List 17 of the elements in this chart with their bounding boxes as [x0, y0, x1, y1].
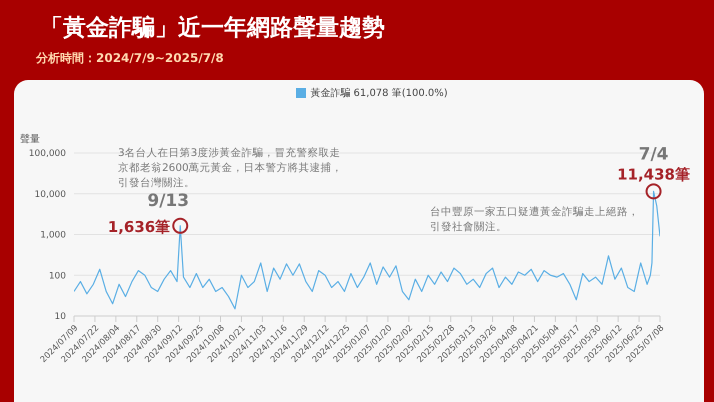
- chart-subtitle: 分析時間：2024/7/9~2025/7/8: [36, 50, 224, 67]
- annotation: 台中豐原一家五口疑遭黃金詐騙走上絕路，引發社會關注。: [430, 205, 640, 235]
- annotation: 7/4: [638, 144, 669, 164]
- legend-label: 黃金詐騙 61,078 筆(100.0%): [310, 88, 448, 99]
- annotation: 9/13: [147, 190, 190, 211]
- y-tick-label: 100,000: [28, 149, 66, 160]
- circle-outline: 7/4 11,438筆: [617, 144, 690, 200]
- y-axis-title: 聲量: [20, 132, 40, 146]
- y-tick-label: 1,000: [40, 230, 66, 241]
- chart-title: 「黃金詐騙」近一年網路聲量趨勢: [40, 14, 385, 43]
- circle-outline: 9/13 1,636筆: [108, 190, 190, 236]
- y-tick-label: 100: [48, 271, 66, 282]
- annotation: 3名台人在日第3度涉黃金詐騙，冒充警察取走京都老翁2600萬元黃金，日本警方將其逮捕，引發台灣關注。: [118, 146, 344, 191]
- annotation: 1,636筆: [108, 218, 170, 236]
- y-tick-label: 10,000: [34, 190, 66, 200]
- y-tick-label: 10: [54, 312, 66, 322]
- annotation: 11,438筆: [617, 165, 690, 184]
